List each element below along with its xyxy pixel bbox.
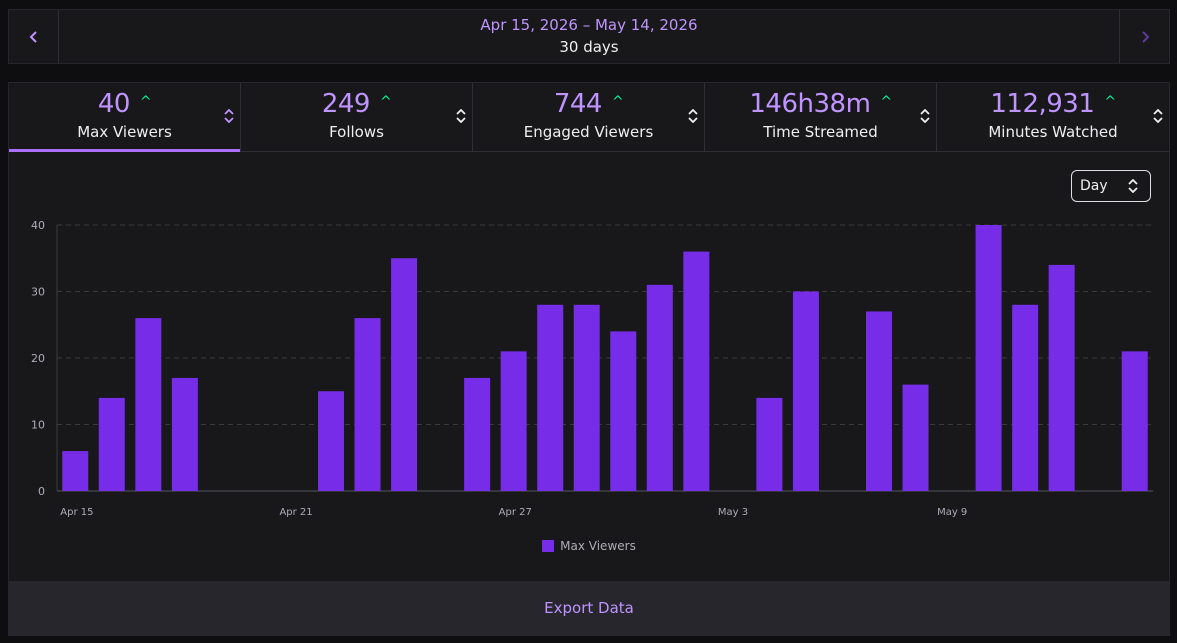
bar — [573, 304, 600, 491]
y-tick-label: 0 — [38, 485, 45, 498]
legend-label: Max Viewers — [560, 539, 636, 553]
x-tick-label: Apr 27 — [499, 507, 532, 518]
stat-tabs: 40 ^ Max Viewers 249 ^ Follows 744 ^ Engage… — [9, 83, 1169, 152]
bar — [354, 318, 381, 491]
y-tick-label: 20 — [31, 352, 45, 365]
arrow-up-icon: ^ — [1104, 94, 1116, 110]
bar — [610, 331, 637, 491]
stat-tab-engaged-viewers[interactable]: 744 ^ Engaged Viewers — [473, 83, 705, 151]
y-tick-label: 30 — [31, 286, 45, 299]
legend-swatch — [542, 540, 555, 552]
bar — [464, 377, 491, 491]
bar — [866, 311, 892, 491]
bar — [500, 351, 527, 491]
stat-label: Max Viewers — [77, 123, 172, 141]
bar — [62, 451, 89, 491]
chevron-right-icon — [1141, 30, 1149, 43]
x-tick-label: Apr 21 — [279, 507, 312, 518]
chart-legend: Max Viewers — [9, 539, 1169, 553]
export-data-button[interactable]: Export Data — [9, 581, 1169, 635]
next-period-button[interactable] — [1119, 10, 1169, 63]
date-range-days: 30 days — [559, 38, 619, 56]
granularity-select[interactable]: Day — [1071, 170, 1151, 202]
bar — [318, 391, 344, 491]
stat-value: 112,931 — [990, 89, 1095, 119]
stat-label: Engaged Viewers — [523, 123, 654, 141]
bar — [98, 397, 125, 491]
stat-value: 249 — [321, 89, 371, 119]
y-tick-label: 40 — [31, 219, 45, 232]
x-tick-label: May 9 — [937, 507, 967, 518]
sort-updown-icon — [1128, 179, 1138, 193]
arrow-up-icon: ^ — [611, 94, 624, 110]
bar — [756, 397, 783, 491]
granularity-selected: Day — [1080, 178, 1108, 194]
date-range-text: Apr 15, 2026 – May 14, 2026 — [480, 16, 698, 34]
x-tick-label: Apr 15 — [60, 507, 93, 518]
bar — [391, 258, 418, 491]
bar — [171, 377, 198, 491]
bar — [135, 318, 162, 491]
stat-tab-max-viewers[interactable]: 40 ^ Max Viewers — [9, 83, 241, 152]
stat-tab-follows[interactable]: 249 ^ Follows — [241, 83, 473, 151]
chevron-left-icon — [29, 30, 37, 43]
stat-tab-time-streamed[interactable]: 146h38m ^ Time Streamed — [705, 83, 937, 151]
sort-updown-icon — [688, 109, 698, 123]
stat-value: 744 — [553, 89, 603, 119]
stat-label: Minutes Watched — [988, 123, 1118, 141]
export-data-label: Export Data — [544, 599, 634, 617]
date-range-bar: Apr 15, 2026 – May 14, 2026 30 days — [8, 9, 1170, 64]
bar — [1121, 351, 1148, 491]
stat-label: Time Streamed — [763, 123, 878, 141]
analytics-panel: 40 ^ Max Viewers 249 ^ Follows 744 ^ Engage… — [8, 82, 1170, 636]
stat-value: 146h38m — [749, 89, 871, 119]
x-tick-label: May 3 — [718, 507, 748, 518]
bar — [792, 291, 819, 491]
stat-tab-minutes-watched[interactable]: 112,931 ^ Minutes Watched — [937, 83, 1169, 151]
stat-label: Follows — [329, 123, 384, 141]
bar — [902, 384, 929, 491]
bar — [646, 284, 673, 491]
sort-updown-icon — [456, 109, 466, 123]
arrow-up-icon: ^ — [880, 94, 892, 110]
bar — [1012, 304, 1039, 491]
stat-value: 40 — [97, 89, 131, 119]
sort-updown-icon — [224, 109, 234, 123]
bar — [1048, 264, 1075, 491]
bar — [537, 304, 564, 491]
y-tick-label: 10 — [31, 419, 45, 432]
arrow-up-icon: ^ — [139, 94, 152, 110]
sort-updown-icon — [1153, 109, 1163, 123]
max-viewers-bar-chart: 0 10 20 30 40 Apr 15 Apr 21 Apr 27 May 3 May 9 — [31, 219, 1153, 518]
arrow-up-icon: ^ — [379, 94, 392, 110]
previous-period-button[interactable] — [9, 10, 59, 63]
sort-updown-icon — [920, 109, 930, 123]
bar — [683, 251, 710, 491]
bar — [975, 225, 1002, 491]
